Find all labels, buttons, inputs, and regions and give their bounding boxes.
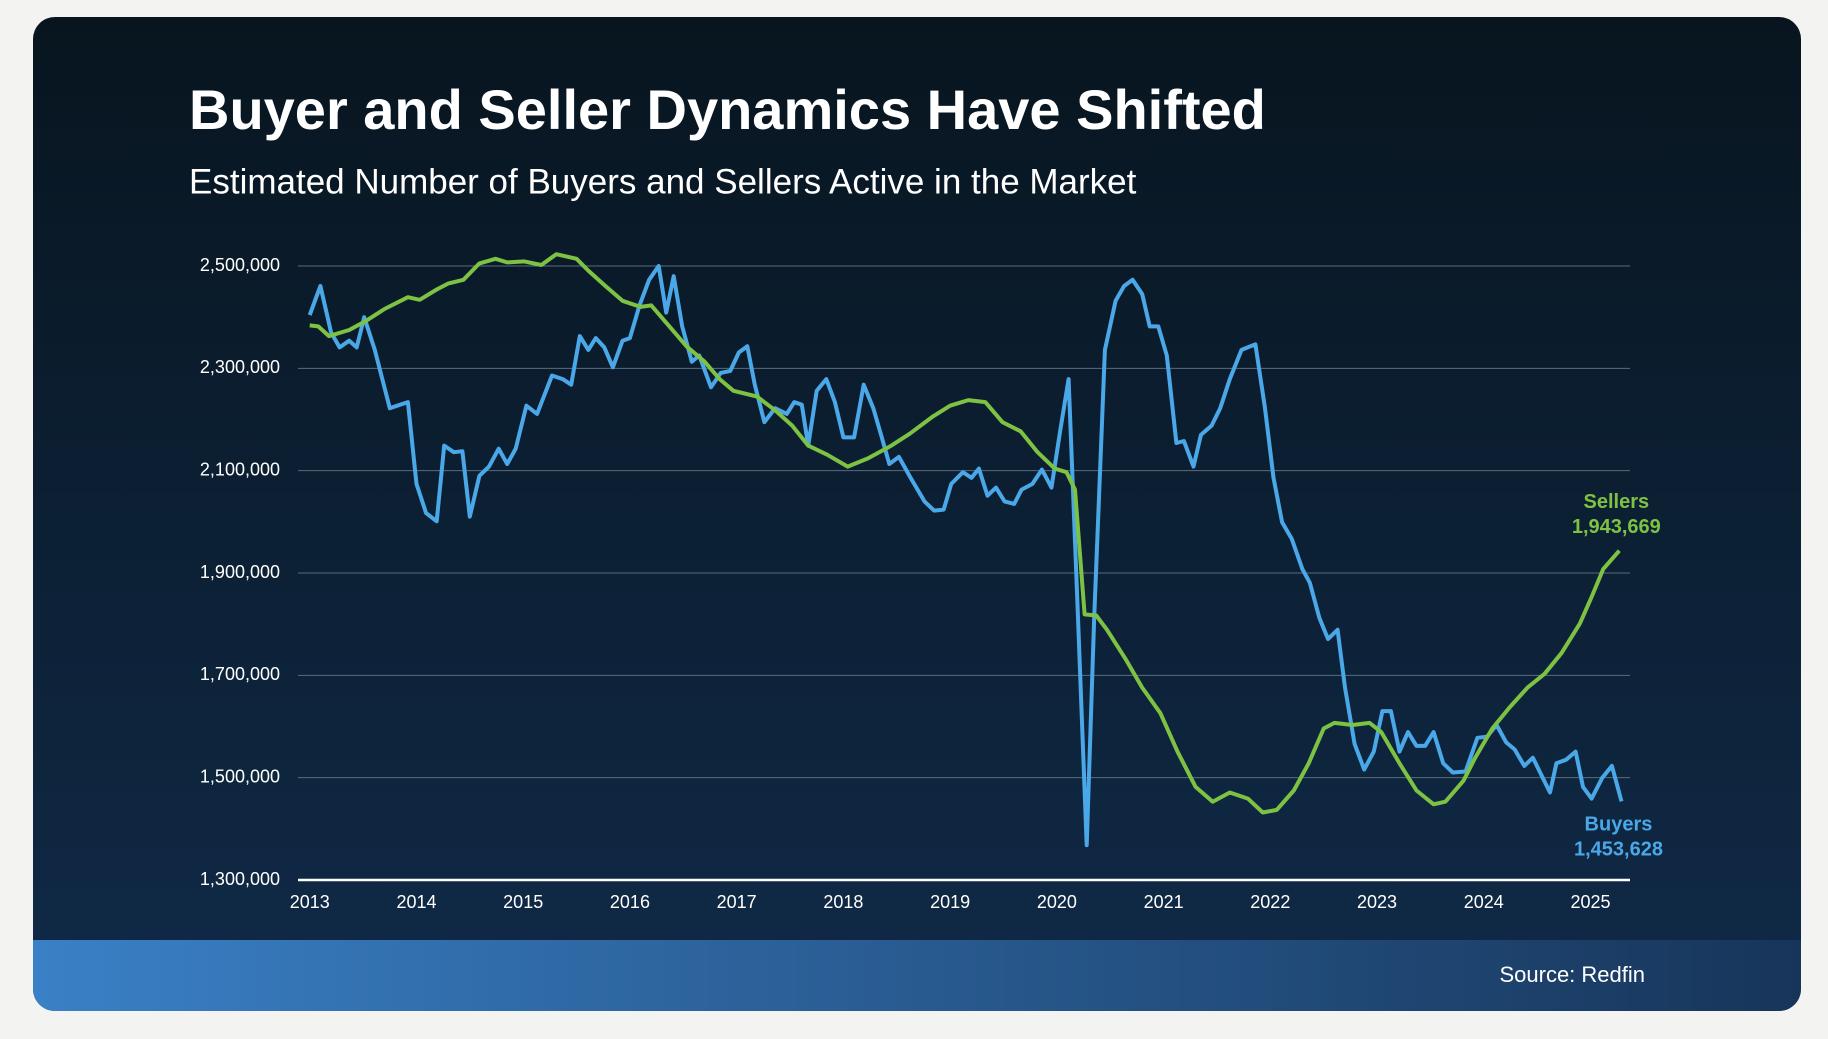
chart-subtitle: Estimated Number of Buyers and Sellers A… [189, 162, 1137, 201]
footer-band [33, 940, 1801, 1011]
x-tick-label: 2019 [930, 892, 970, 912]
annotation: Buyers [1585, 814, 1653, 836]
source: Source: Redfin [1499, 962, 1645, 987]
x-tick-label: 2025 [1570, 892, 1610, 912]
x-tick-label: 2022 [1250, 892, 1290, 912]
x-tick-label: 2021 [1144, 892, 1184, 912]
annotation: Sellers [1584, 491, 1650, 513]
card-background [33, 17, 1801, 1011]
line-0 [307, 264, 1624, 848]
x-tick-label: 2015 [503, 892, 543, 912]
x-tick-label: 2013 [290, 892, 330, 912]
y-tick-label: 1,500,000 [200, 766, 280, 786]
x-tick-label: 2018 [823, 892, 863, 912]
x-tick-label: 2020 [1037, 892, 1077, 912]
y-tick-label: 1,900,000 [200, 562, 280, 582]
annotation: 1,943,669 [1572, 516, 1661, 538]
y-tick-label: 1,700,000 [200, 664, 280, 684]
x-tick-label: 2024 [1464, 892, 1504, 912]
card [33, 17, 1801, 1011]
y-tick-label: 2,500,000 [200, 255, 280, 275]
x-tick-label: 2016 [610, 892, 650, 912]
y-tick-label: 1,300,000 [200, 869, 280, 889]
y-tick-label: 2,100,000 [200, 459, 280, 479]
annotation: 1,453,628 [1574, 839, 1663, 861]
line-1 [309, 252, 1621, 815]
chart-title: Buyer and Seller Dynamics Have Shifted [189, 78, 1266, 141]
x-tick-label: 2023 [1357, 892, 1397, 912]
y-tick-label: 2,300,000 [200, 357, 280, 377]
x-tick-label: 2014 [396, 892, 436, 912]
x-tick-label: 2017 [717, 892, 757, 912]
